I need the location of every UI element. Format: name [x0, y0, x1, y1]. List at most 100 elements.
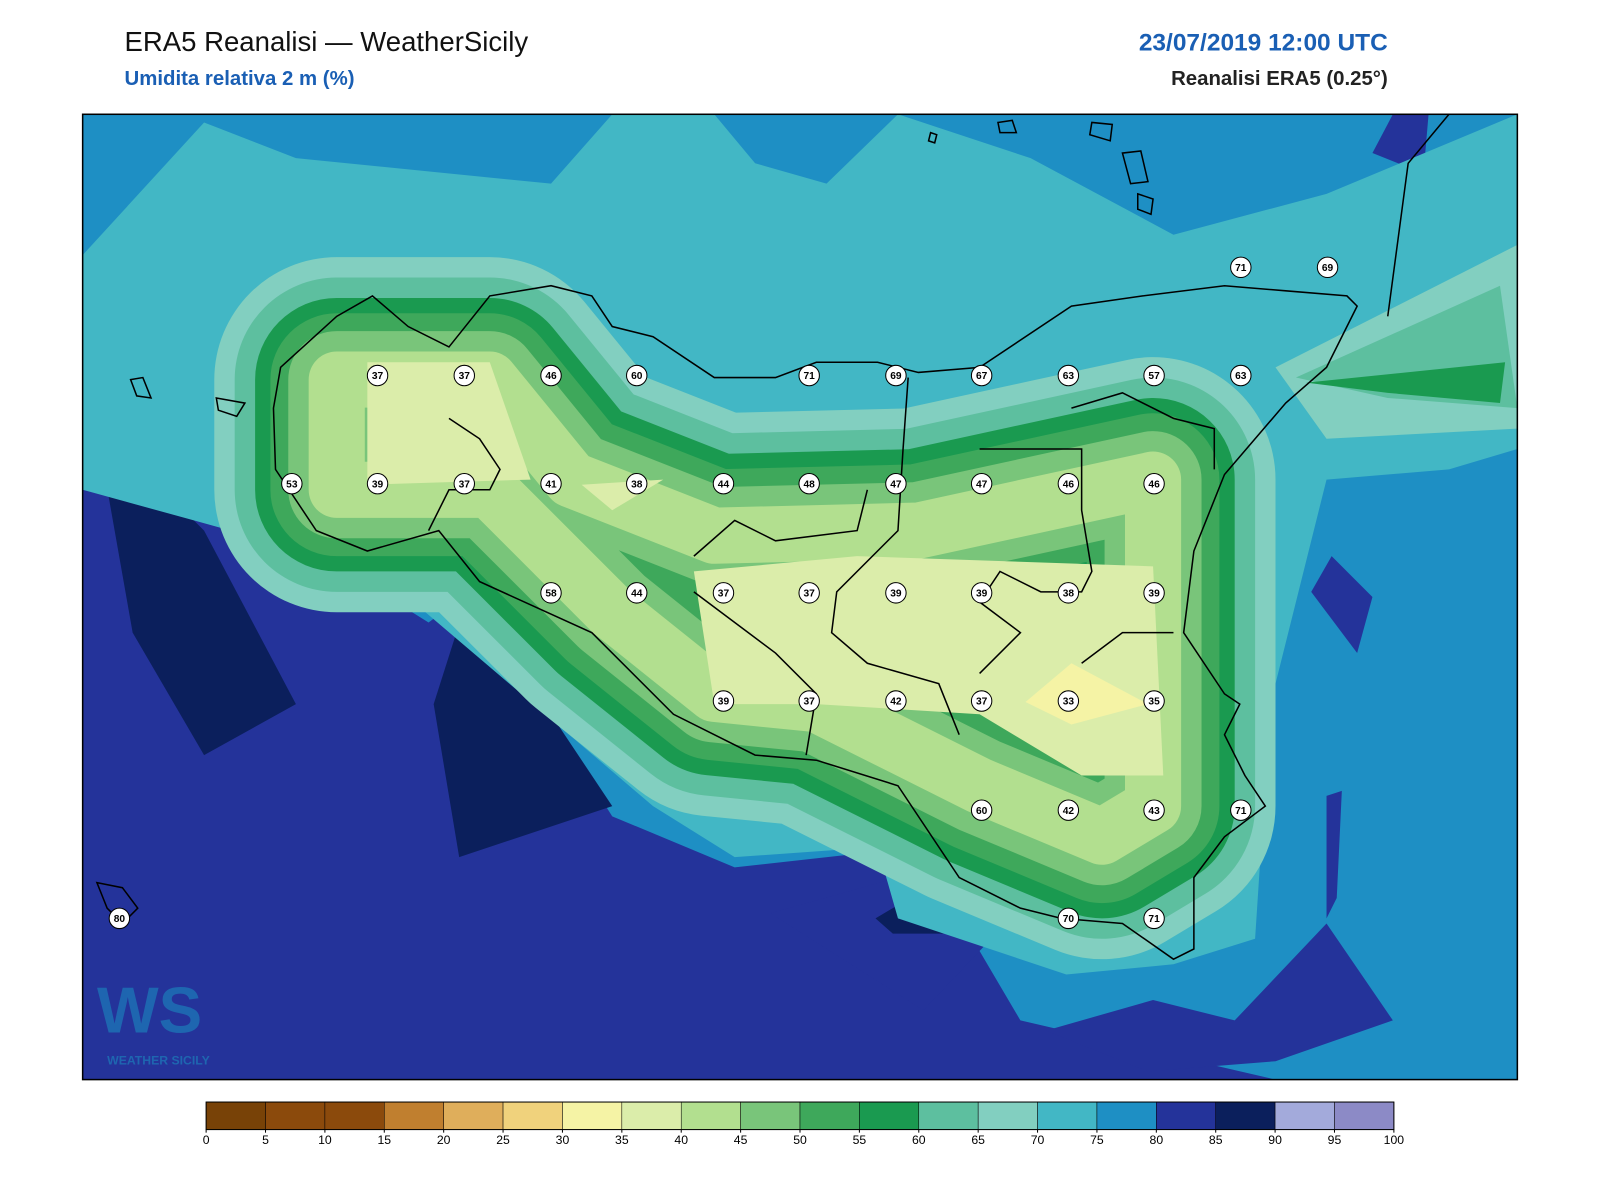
colorbar-tick-label: 100: [1384, 1133, 1405, 1147]
station-value: 39: [1148, 589, 1160, 600]
station-marker: [366, 364, 389, 387]
colorbar-segment: [1156, 1101, 1216, 1130]
station-value: 37: [804, 697, 816, 708]
station-value: 46: [1063, 479, 1075, 490]
logo-name: WEATHER SICILY: [107, 1053, 210, 1067]
colorbar-segment: [265, 1101, 326, 1130]
station-value: 39: [976, 589, 988, 600]
colorbar-tick-label: 10: [318, 1133, 332, 1147]
colorbar-tick-label: 0: [203, 1133, 210, 1147]
colorbar: 0 5 10 15 20 25 30 35 40 45 50 55 60 65 70 75 80 85 90 95 10…: [203, 1101, 1405, 1147]
station-value: 80: [114, 914, 126, 925]
station: 33: [1057, 690, 1080, 712]
station: 46: [1143, 472, 1165, 495]
station-value: 37: [459, 371, 471, 382]
station-marker: [712, 690, 735, 712]
station-marker: [885, 582, 907, 604]
colorbar-tick-label: 25: [496, 1133, 510, 1147]
colorbar-segment: [918, 1101, 979, 1130]
station: 37: [453, 472, 475, 495]
station: 37: [453, 364, 475, 387]
station-marker: [712, 582, 735, 604]
station-marker: [1057, 690, 1080, 712]
station-value: 69: [890, 371, 902, 382]
colorbar-tick-label: 65: [971, 1133, 985, 1147]
colorbar-tick-label: 80: [1150, 1133, 1164, 1147]
colorbar-segment: [1037, 1101, 1098, 1130]
station: 37: [798, 690, 820, 712]
station-value: 47: [890, 479, 902, 490]
station-marker: [540, 582, 562, 604]
station-value: 48: [804, 479, 816, 490]
station-marker: [281, 472, 303, 495]
colorbar-segment: [799, 1101, 860, 1130]
colorbar-segment: [680, 1101, 741, 1130]
station: 37: [798, 582, 820, 604]
colorbar-segment: [1215, 1101, 1276, 1130]
station: 47: [885, 472, 907, 495]
colorbar-segment: [1274, 1101, 1335, 1130]
station-value: 37: [976, 697, 988, 708]
station: 80: [108, 907, 131, 930]
colorbar-tick-label: 50: [793, 1133, 807, 1147]
station: 37: [970, 690, 993, 712]
station: 70: [1057, 907, 1080, 930]
station: 44: [626, 582, 648, 604]
station-value: 39: [890, 589, 902, 600]
station-marker: [798, 690, 820, 712]
station-marker: [453, 364, 475, 387]
source: Reanalisi ERA5 (0.25°): [1171, 68, 1388, 90]
station-value: 38: [1063, 589, 1075, 600]
colorbar-tick-label: 20: [437, 1133, 451, 1147]
station: 57: [1143, 364, 1165, 387]
station-marker: [453, 472, 475, 495]
station-marker: [1057, 582, 1080, 604]
station: 69: [885, 364, 907, 387]
station-value: 58: [545, 589, 557, 600]
station-value: 67: [976, 371, 988, 382]
station-value: 71: [1148, 914, 1160, 925]
station-marker: [1230, 364, 1252, 387]
colorbar-tick-label: 40: [674, 1133, 688, 1147]
station-marker: [1057, 364, 1080, 387]
station-value: 63: [1235, 371, 1247, 382]
colorbar-segment: [977, 1101, 1038, 1130]
colorbar-segment: [1096, 1101, 1157, 1130]
station-marker: [885, 364, 907, 387]
station: 46: [540, 364, 562, 387]
colorbar-tick-label: 70: [1031, 1133, 1045, 1147]
colorbar-segment: [502, 1101, 563, 1130]
logo: WS WEATHER SICILY: [97, 974, 210, 1068]
station: 71: [1230, 799, 1252, 821]
station-value: 53: [286, 479, 298, 490]
station-marker: [366, 472, 389, 495]
coastline: [95, 114, 1450, 961]
station-marker: [1057, 907, 1080, 930]
logo-mark: WS: [97, 974, 202, 1047]
colorbar-tick-label: 35: [615, 1133, 629, 1147]
station-value: 71: [804, 371, 816, 382]
station-marker: [108, 907, 131, 930]
station: 53: [281, 472, 303, 495]
station-marker: [1143, 799, 1165, 821]
map-frame: [81, 113, 1519, 1081]
station: 71: [798, 364, 820, 387]
station-value: 44: [718, 479, 730, 490]
station: 60: [970, 799, 993, 821]
station-marker: [885, 690, 907, 712]
station: 44: [712, 472, 735, 495]
station: 48: [798, 472, 820, 495]
station: 38: [1057, 582, 1080, 604]
colorbar-tick-label: 45: [734, 1133, 748, 1147]
station: 42: [885, 690, 907, 712]
colorbar-tick-label: 90: [1268, 1133, 1282, 1147]
station: 63: [1230, 364, 1252, 387]
colorbar-tick-label: 75: [1090, 1133, 1104, 1147]
station: 69: [1316, 256, 1339, 279]
station-value: 33: [1063, 697, 1075, 708]
station-value: 44: [631, 589, 643, 600]
colorbar-tick-label: 60: [912, 1133, 926, 1147]
station-value: 37: [804, 589, 816, 600]
colorbar-segment: [384, 1101, 444, 1130]
station-value: 39: [718, 697, 730, 708]
